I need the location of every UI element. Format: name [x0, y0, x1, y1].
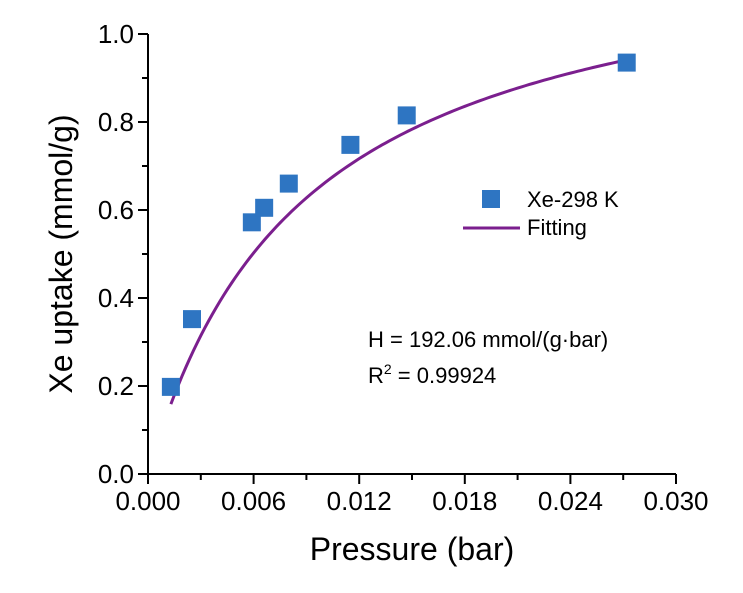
legend: Xe-298 K Fitting: [463, 187, 619, 240]
x-tick-label: 0.012: [327, 486, 392, 516]
y-ticks: 0.0 0.2 0.4 0.6 0.8 1.0: [98, 19, 148, 489]
y-tick-label: 0.2: [98, 371, 134, 401]
legend-marker-xe-298k: [482, 190, 500, 208]
data-point-marker: [341, 135, 360, 154]
data-point-marker: [161, 377, 180, 396]
fitting-curve: [169, 59, 624, 405]
x-ticks: 0.000 0.006 0.012 0.018 0.024 0.030: [115, 474, 709, 516]
data-markers: [161, 53, 636, 396]
x-tick-label: 0.030: [643, 486, 708, 516]
data-point-marker: [397, 106, 416, 125]
y-axis-title: Xe uptake (mmol/g): [43, 114, 79, 393]
x-tick-label: 0.006: [221, 486, 286, 516]
legend-label-fitting: Fitting: [527, 215, 587, 240]
y-tick-label: 0.8: [98, 107, 134, 137]
x-axis-title: Pressure (bar): [310, 531, 515, 567]
x-tick-label: 0.024: [538, 486, 603, 516]
data-point-marker: [242, 213, 261, 232]
data-point-marker: [279, 174, 298, 193]
y-tick-label: 0.0: [98, 459, 134, 489]
r-squared-label: R: [368, 363, 384, 388]
henry-constant-annotation: H = 192.06 mmol/(g·bar): [368, 327, 608, 352]
legend-label-xe-298k: Xe-298 K: [527, 187, 619, 212]
r-squared-superscript: 2: [384, 361, 392, 377]
data-point-marker: [617, 53, 636, 72]
y-tick-label: 0.6: [98, 195, 134, 225]
y-tick-label: 1.0: [98, 19, 134, 49]
data-point-marker: [255, 198, 274, 217]
data-point-marker: [183, 310, 201, 329]
plot-area: [147, 34, 676, 475]
x-tick-label: 0.000: [115, 486, 180, 516]
r-squared-value: = 0.99924: [392, 363, 497, 388]
y-tick-label: 0.4: [98, 283, 134, 313]
r-squared-annotation: R2 = 0.99924: [368, 361, 496, 388]
x-tick-label: 0.018: [432, 486, 497, 516]
